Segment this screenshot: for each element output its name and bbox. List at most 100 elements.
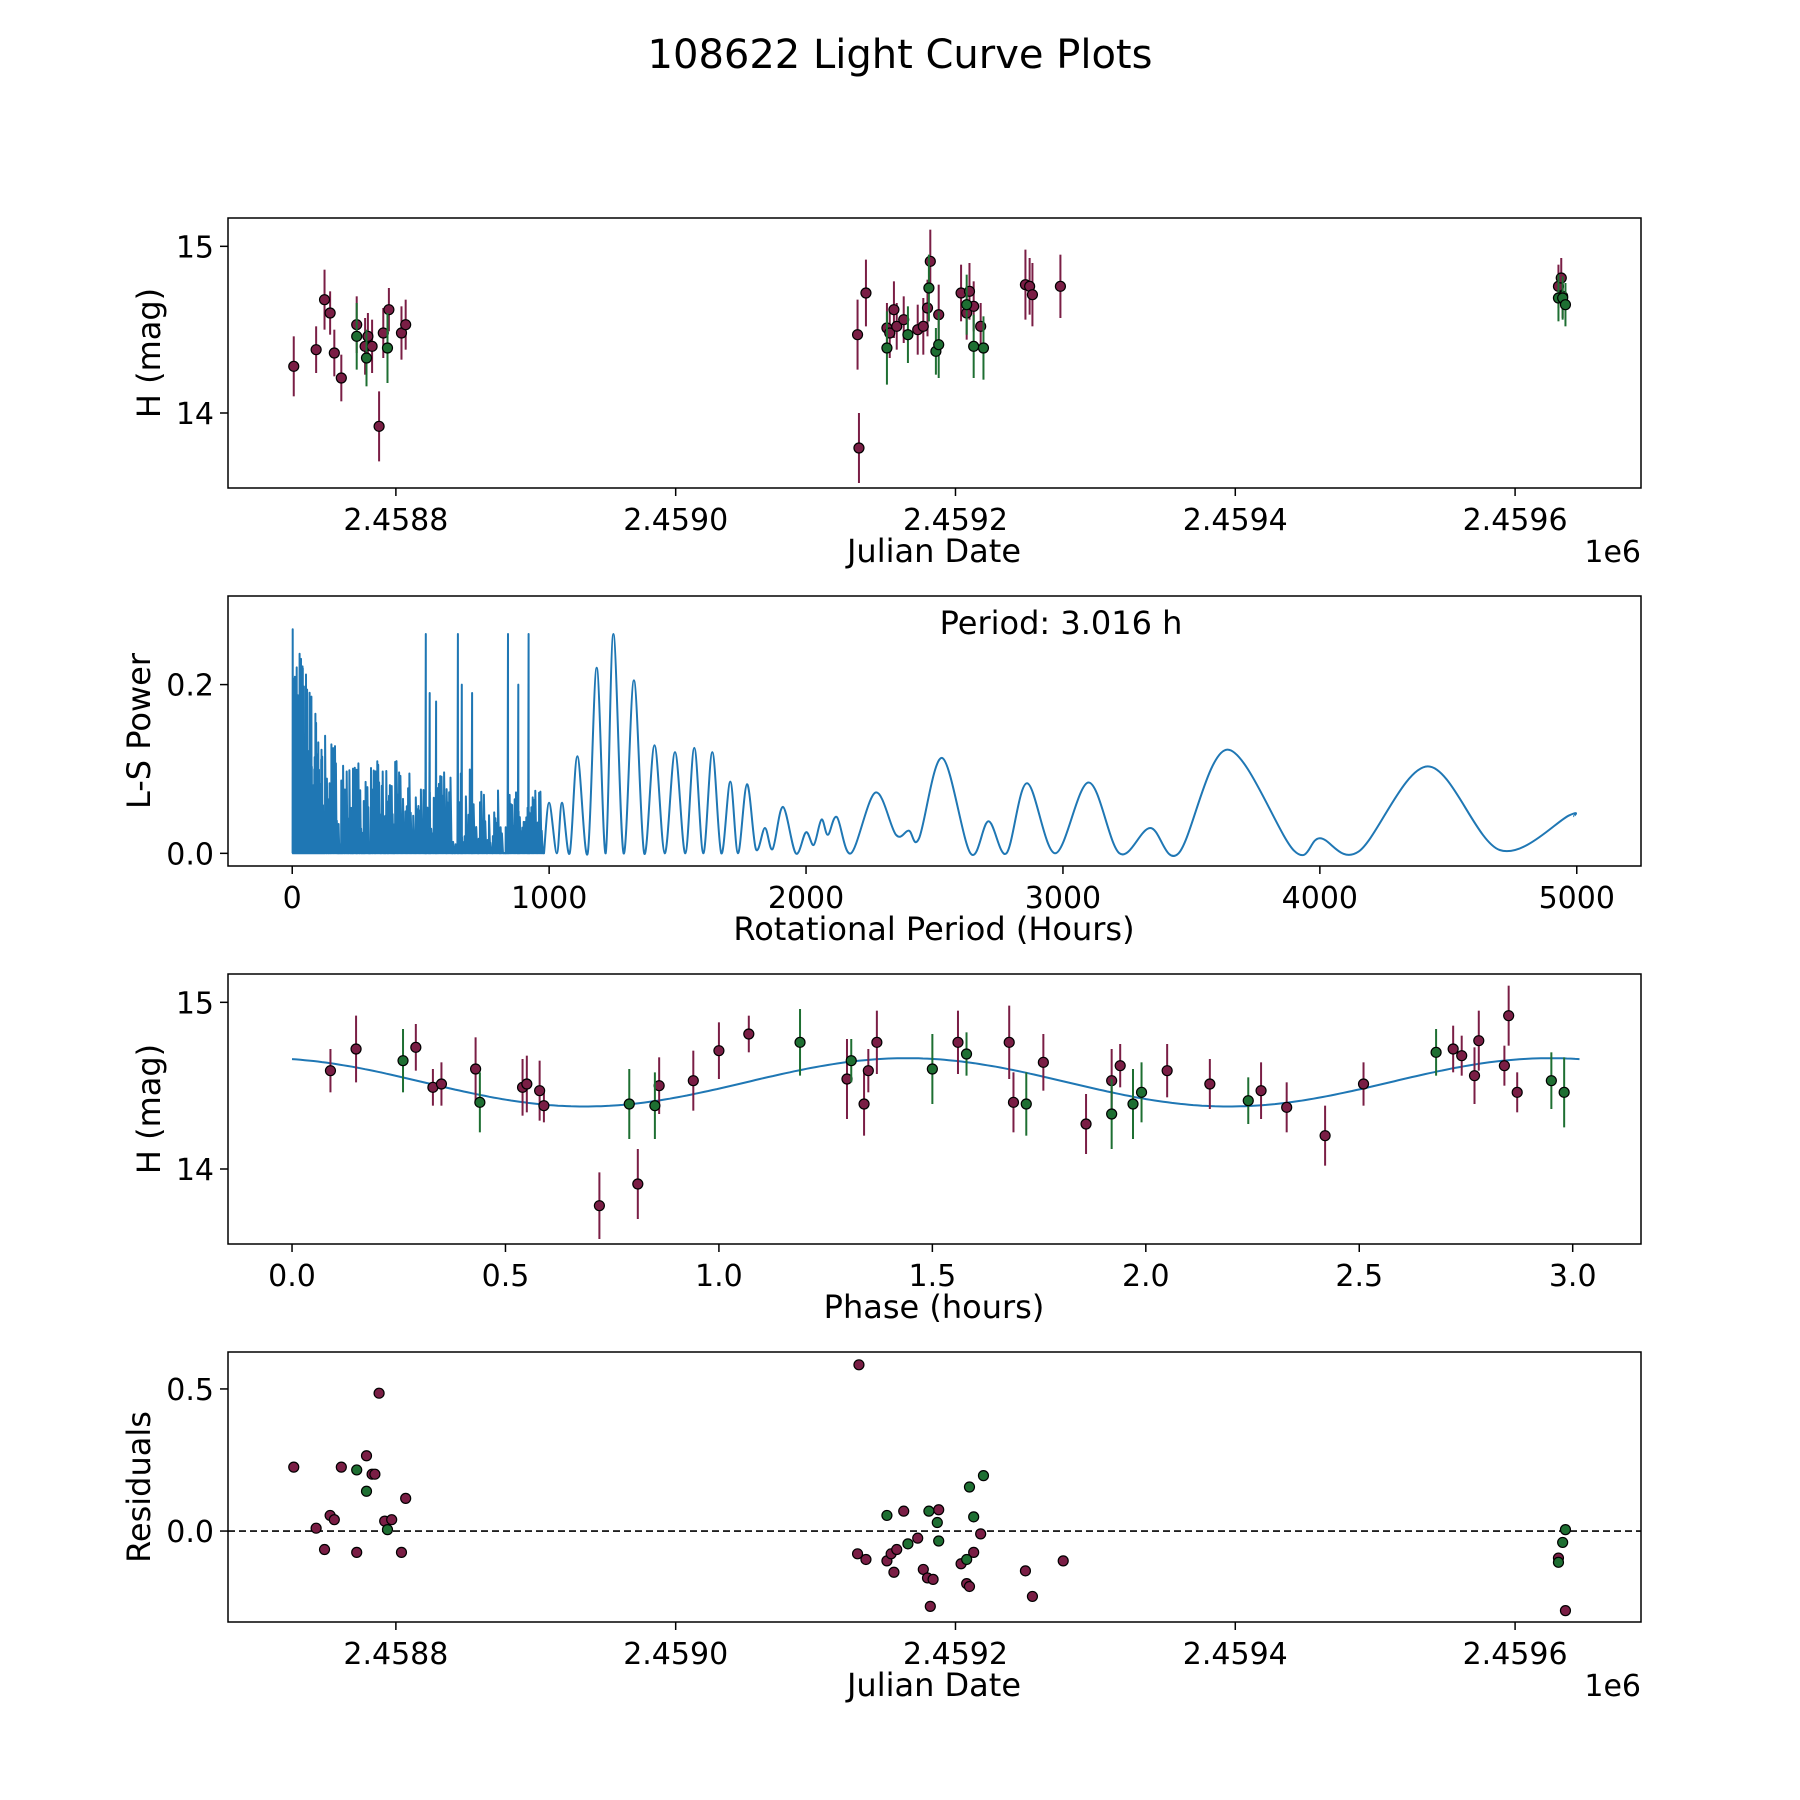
p3-point-red: [1281, 1101, 1293, 1113]
p4-y-ticks: 0.0 0.5: [166, 1373, 228, 1550]
p3-point-green: [1106, 1108, 1118, 1120]
p3-x-ticks: 0.0 0.5 1.0 1.5 2.0 2.5 3.0: [268, 1244, 1597, 1294]
p1-point-green: [933, 339, 945, 351]
p3-point-green: [1020, 1098, 1032, 1110]
p3-point-red: [858, 1098, 870, 1110]
p4-point-red: [963, 1580, 976, 1593]
p1-point-red: [288, 360, 300, 372]
p3-point-red: [1007, 1096, 1020, 1108]
p4-point-red: [310, 1522, 322, 1534]
p3-point-red: [1161, 1065, 1173, 1077]
p4-point-red: [933, 1504, 945, 1516]
p1-ylabel: H (mag): [130, 288, 168, 418]
p3-point-red: [350, 1043, 362, 1055]
p3-ylabel: H (mag): [130, 1044, 168, 1174]
p4-point-green: [1557, 1536, 1569, 1549]
p1-point-red: [318, 294, 331, 306]
p1-x-offset: 1e6: [1584, 535, 1641, 570]
p1-point-red: [383, 304, 395, 316]
p3-point-green: [474, 1096, 486, 1108]
p1-point-red: [851, 329, 864, 341]
p2-y-tick-label: 0.0: [166, 837, 214, 872]
p4-point-green: [1552, 1556, 1565, 1568]
p1-point-red: [328, 347, 340, 359]
p4-y-tick-label: 0.0: [166, 1515, 214, 1550]
p1-point-red: [921, 302, 934, 314]
p3-point-green: [1545, 1075, 1557, 1087]
p2-x-ticks: 0 1000 2000 3000 4000 5000: [283, 866, 1615, 916]
p4-point-red: [373, 1387, 385, 1399]
p1-point-red: [310, 344, 322, 356]
p1-point-green: [961, 299, 973, 311]
p4-y-tick-label: 0.5: [166, 1373, 214, 1408]
p3-point-red: [871, 1036, 883, 1048]
panel-phase-folded: 0.0 0.5 1.0 1.5 2.0 2.5 3.0 14 15 Phase (hours)…: [130, 973, 1642, 1326]
panel-periodogram: 0 1000 2000 3000 4000 5000 0.0 0.2 Period: 3.0…: [120, 595, 1642, 948]
p4-point-red: [1559, 1605, 1572, 1617]
p3-point-red: [952, 1036, 964, 1048]
p1-point-red: [362, 330, 374, 342]
p4-point-green: [1559, 1524, 1572, 1536]
p4-x-tick-label: 2.4596: [1463, 1637, 1568, 1672]
p1-point-red: [888, 304, 900, 316]
p1-y-tick-label: 14: [176, 397, 214, 432]
p4-point-red: [860, 1553, 872, 1566]
p2-y-ticks: 0.0 0.2: [166, 669, 228, 872]
p4-point-red: [386, 1514, 398, 1526]
p3-x-tick-label: 1.0: [695, 1259, 743, 1294]
p4-point-red: [328, 1514, 340, 1526]
p1-point-green: [977, 342, 990, 354]
p2-plot-area: [291, 628, 1577, 857]
p3-point-red: [324, 1065, 337, 1077]
panel-light-curve: 2.4588 2.4590 2.4592 2.4594 2.4596 14 15 Juli…: [130, 217, 1642, 570]
p4-frame: [227, 1351, 1642, 1623]
panel-residuals: 2.4588 2.4590 2.4592 2.4594 2.4596 0.0 0.5 Ju…: [120, 1351, 1642, 1704]
p3-point-green: [794, 1036, 806, 1048]
p4-point-green: [963, 1481, 976, 1493]
p1-x-tick-label: 2.4588: [343, 503, 448, 538]
p1-point-red: [366, 340, 378, 352]
p3-point-red: [593, 1200, 605, 1212]
p4-point-green: [968, 1511, 980, 1523]
p3-x-tick-label: 1.5: [909, 1259, 957, 1294]
p4-point-green: [923, 1505, 935, 1517]
figure-title: 108622 Light Curve Plots: [648, 32, 1153, 78]
p3-point-red: [1204, 1078, 1216, 1090]
p4-point-red: [891, 1543, 903, 1556]
p4-point-red: [335, 1461, 347, 1473]
p4-point-red: [924, 1600, 936, 1612]
p1-y-tick-label: 15: [176, 230, 214, 265]
p3-point-red: [1319, 1130, 1331, 1142]
p3-point-red: [534, 1085, 546, 1097]
p1-y-ticks: 14 15: [176, 230, 228, 432]
p4-point-green: [931, 1516, 943, 1529]
p3-y-tick-label: 14: [176, 1153, 214, 1188]
p3-point-red: [538, 1100, 550, 1112]
p3-point-red: [1456, 1050, 1468, 1062]
p3-point-red: [713, 1045, 725, 1057]
p1-point-red: [1054, 280, 1067, 292]
p3-y-tick-label: 15: [176, 986, 214, 1021]
p1-point-green: [923, 282, 935, 294]
p3-point-red: [1473, 1035, 1485, 1047]
p3-point-red: [687, 1075, 699, 1087]
p1-x-ticks: 2.4588 2.4590 2.4592 2.4594 2.4596: [343, 488, 1568, 538]
p1-x-tick-label: 2.4594: [1183, 503, 1288, 538]
p1-point-red: [324, 307, 336, 319]
p1-point-red: [924, 255, 936, 267]
p3-point-green: [1135, 1086, 1148, 1098]
p1-point-red: [860, 287, 872, 299]
p1-x-tick-label: 2.4596: [1463, 503, 1568, 538]
p2-x-tick-label: 5000: [1539, 881, 1615, 916]
p3-point-red: [469, 1063, 482, 1075]
p1-plot-area: [288, 229, 1572, 483]
p4-point-red: [369, 1468, 381, 1480]
p3-plot-area: [291, 985, 1580, 1239]
p1-point-red: [1026, 289, 1039, 301]
p3-point-red: [435, 1078, 448, 1090]
p3-point-green: [1127, 1098, 1139, 1110]
p4-point-red: [851, 1548, 864, 1560]
p1-point-red: [891, 320, 903, 332]
p3-x-tick-label: 0.0: [268, 1259, 316, 1294]
